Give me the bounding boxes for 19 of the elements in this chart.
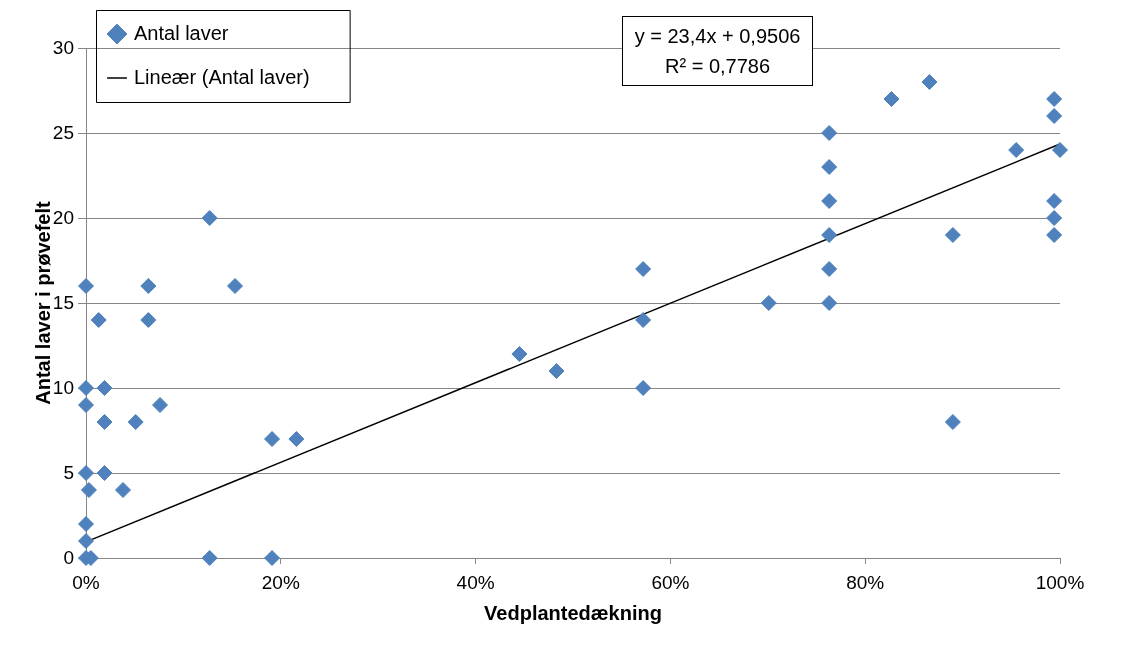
x-tick-label: 40%: [456, 572, 495, 594]
legend-label: Antal laver: [134, 21, 229, 44]
x-tick-label: 60%: [651, 572, 690, 594]
y-tick-label: 25: [52, 122, 74, 144]
y-tick-label: 30: [52, 37, 74, 59]
y-axis-title: Antal laver i prøvefelt: [31, 200, 54, 405]
text: y = 23,4x + 0,9506: [634, 24, 801, 49]
y-tick-label: 15: [52, 292, 74, 314]
x-tick-label: 0%: [72, 572, 100, 594]
legend-label: Lineær (Antal laver): [134, 65, 310, 88]
x-tick-label: 100%: [1035, 572, 1085, 594]
x-tick-label: 20%: [261, 572, 300, 594]
x-axis-title: Vedplantedækning: [484, 601, 662, 624]
y-tick-label: 5: [63, 462, 74, 484]
y-tick-label: 20: [52, 207, 74, 228]
annotation: R² = 0,7786: [664, 54, 772, 79]
x-tick-label: 80%: [846, 572, 885, 594]
y-tick-label: 0: [63, 547, 74, 569]
y-tick-label: 10: [52, 377, 74, 399]
